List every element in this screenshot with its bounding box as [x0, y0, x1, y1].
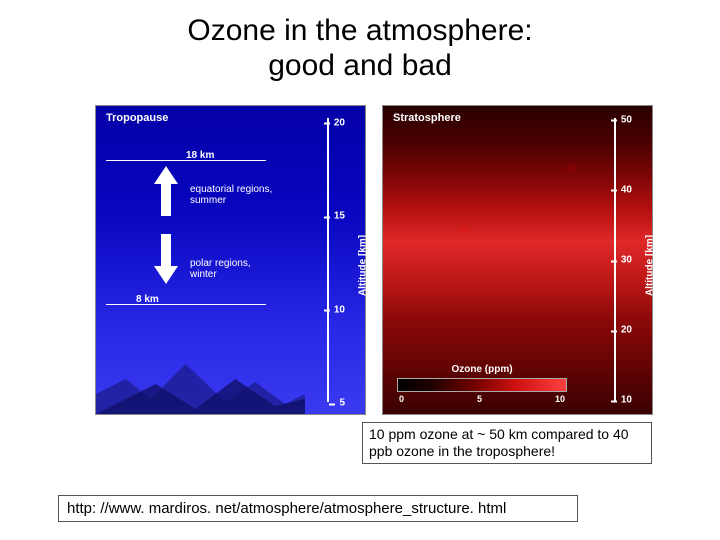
- right-altitude-axis: Altitude [km] 50 40 30 20 10: [604, 114, 644, 406]
- left-altitude-axis: Altitude [km] 20 15 10 5: [317, 114, 357, 406]
- right-tick-50: 50: [621, 114, 632, 125]
- ozone-ticks: 0 5 10: [397, 394, 567, 404]
- right-tick-10: 10: [621, 395, 632, 406]
- ozone-tick-0: 0: [399, 394, 404, 404]
- ozone-colorbar: [397, 378, 567, 392]
- page-title: Ozone in the atmosphere: good and bad: [0, 0, 720, 83]
- citation-box: http: //www. mardiros. net/atmosphere/at…: [58, 495, 578, 522]
- mountains-silhouette: [96, 324, 305, 414]
- left-tick-15: 15: [334, 211, 345, 222]
- stratosphere-header: Stratosphere: [393, 112, 461, 124]
- title-line1: Ozone in the atmosphere:: [187, 14, 532, 47]
- left-axis-title: Altitude [km]: [358, 235, 369, 296]
- equatorial-label: equatorial regions, summer: [190, 184, 272, 206]
- axis-line: [327, 118, 329, 402]
- title-line2: good and bad: [268, 49, 452, 82]
- stratosphere-panel: Stratosphere Altitude [km] 50 40 30 20 1…: [382, 105, 653, 415]
- caption-box: 10 ppm ozone at ~ 50 km compared to 40 p…: [362, 422, 652, 464]
- ozone-legend-label: Ozone (ppm): [397, 364, 567, 375]
- right-tick-20: 20: [621, 325, 632, 336]
- tropopause-lower-line: [106, 304, 266, 305]
- ozone-legend: Ozone (ppm) 0 5 10: [397, 364, 567, 404]
- right-tick-30: 30: [621, 255, 632, 266]
- ozone-tick-5: 5: [477, 394, 482, 404]
- left-tick-20: 20: [334, 117, 345, 128]
- diagram-panels: Tropopause 18 km equatorial regions, sum…: [95, 105, 653, 415]
- arrow-down-icon: [154, 234, 178, 284]
- left-tick-5: 5: [339, 398, 345, 409]
- right-axis-title: Altitude [km]: [645, 235, 656, 296]
- polar-label: polar regions, winter: [190, 258, 251, 280]
- right-tick-40: 40: [621, 184, 632, 195]
- tropopause-panel: Tropopause 18 km equatorial regions, sum…: [95, 105, 366, 415]
- tropopause-header: Tropopause: [106, 112, 168, 124]
- tropopause-lower-km: 8 km: [136, 294, 159, 305]
- arrow-up-icon: [154, 166, 178, 216]
- ozone-tick-10: 10: [555, 394, 565, 404]
- tropopause-upper-km: 18 km: [186, 150, 214, 161]
- left-tick-10: 10: [334, 304, 345, 315]
